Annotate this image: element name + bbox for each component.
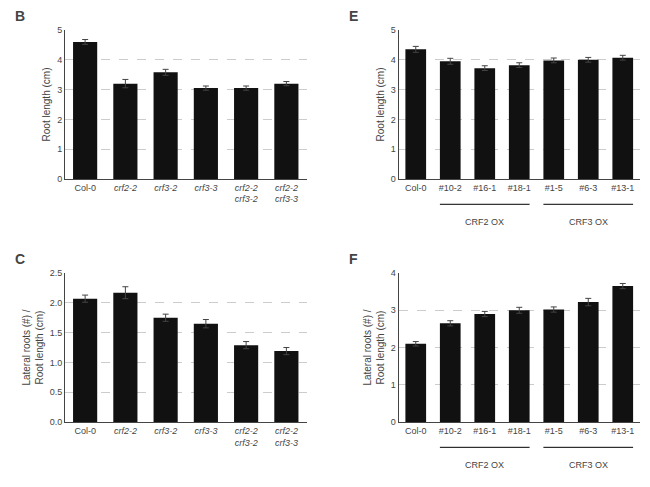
svg-text:#6-3: #6-3 [579, 183, 597, 193]
svg-text:0.5: 0.5 [50, 387, 63, 397]
svg-text:CRF2 OX: CRF2 OX [465, 217, 504, 227]
svg-text:#16-1: #16-1 [473, 426, 496, 436]
svg-text:crf2-2crf3-3: crf2-2crf3-3 [275, 426, 298, 448]
svg-text:1: 1 [391, 380, 396, 390]
svg-text:#13-1: #13-1 [611, 426, 634, 436]
svg-text:CRF3 OX: CRF3 OX [569, 460, 608, 470]
svg-text:2: 2 [391, 343, 396, 353]
svg-text:crf2-2: crf2-2 [114, 183, 137, 193]
svg-text:#1-5: #1-5 [545, 183, 563, 193]
svg-text:crf2-2crf3-3: crf2-2crf3-3 [275, 183, 298, 205]
svg-text:B: B [15, 8, 25, 24]
svg-text:#18-1: #18-1 [508, 426, 531, 436]
svg-text:CRF2 OX: CRF2 OX [465, 460, 504, 470]
svg-text:0: 0 [391, 174, 396, 184]
svg-text:#16-1: #16-1 [473, 183, 496, 193]
svg-text:crf3-3: crf3-3 [194, 183, 217, 193]
svg-text:3: 3 [391, 305, 396, 315]
svg-text:crf2-2crf3-2: crf2-2crf3-2 [235, 183, 258, 205]
svg-text:3: 3 [391, 85, 396, 95]
svg-text:CRF3 OX: CRF3 OX [569, 217, 608, 227]
svg-text:Lateral roots (#) /Root length: Lateral roots (#) /Root length (cm) [362, 309, 386, 385]
svg-text:2: 2 [57, 115, 62, 125]
svg-text:2.5: 2.5 [50, 268, 63, 278]
svg-text:E: E [349, 8, 358, 24]
svg-text:#6-3: #6-3 [579, 426, 597, 436]
svg-text:F: F [349, 251, 358, 267]
svg-text:4: 4 [57, 55, 62, 65]
svg-text:5: 5 [391, 25, 396, 35]
svg-text:C: C [15, 251, 25, 267]
svg-text:5: 5 [57, 25, 62, 35]
svg-text:Col-0: Col-0 [74, 426, 96, 436]
svg-text:#18-1: #18-1 [508, 183, 531, 193]
svg-text:4: 4 [391, 268, 396, 278]
svg-text:4: 4 [391, 55, 396, 65]
svg-text:Col-0: Col-0 [405, 183, 427, 193]
svg-text:crf3-2: crf3-2 [154, 183, 177, 193]
svg-text:crf2-2: crf2-2 [114, 426, 137, 436]
svg-text:Root length (cm): Root length (cm) [41, 68, 52, 142]
svg-text:#10-2: #10-2 [439, 183, 462, 193]
svg-text:3: 3 [57, 85, 62, 95]
svg-text:2.0: 2.0 [50, 298, 63, 308]
svg-text:crf3-3: crf3-3 [194, 426, 217, 436]
svg-text:1: 1 [391, 144, 396, 154]
svg-text:0: 0 [57, 174, 62, 184]
svg-text:#10-2: #10-2 [439, 426, 462, 436]
svg-text:crf3-2: crf3-2 [154, 426, 177, 436]
svg-text:Col-0: Col-0 [74, 183, 96, 193]
svg-text:1.5: 1.5 [50, 328, 63, 338]
svg-text:2: 2 [391, 115, 396, 125]
svg-text:0.0: 0.0 [50, 417, 63, 427]
svg-text:Root length (cm): Root length (cm) [375, 68, 386, 142]
svg-text:1.0: 1.0 [50, 358, 63, 368]
svg-text:0: 0 [391, 417, 396, 427]
svg-text:Lateral roots (#) /Root length: Lateral roots (#) /Root length (cm) [21, 309, 45, 385]
svg-text:Col-0: Col-0 [405, 426, 427, 436]
svg-text:#13-1: #13-1 [611, 183, 634, 193]
svg-text:crf2-2crf3-2: crf2-2crf3-2 [235, 426, 258, 448]
svg-text:#1-5: #1-5 [545, 426, 563, 436]
svg-text:1: 1 [57, 144, 62, 154]
